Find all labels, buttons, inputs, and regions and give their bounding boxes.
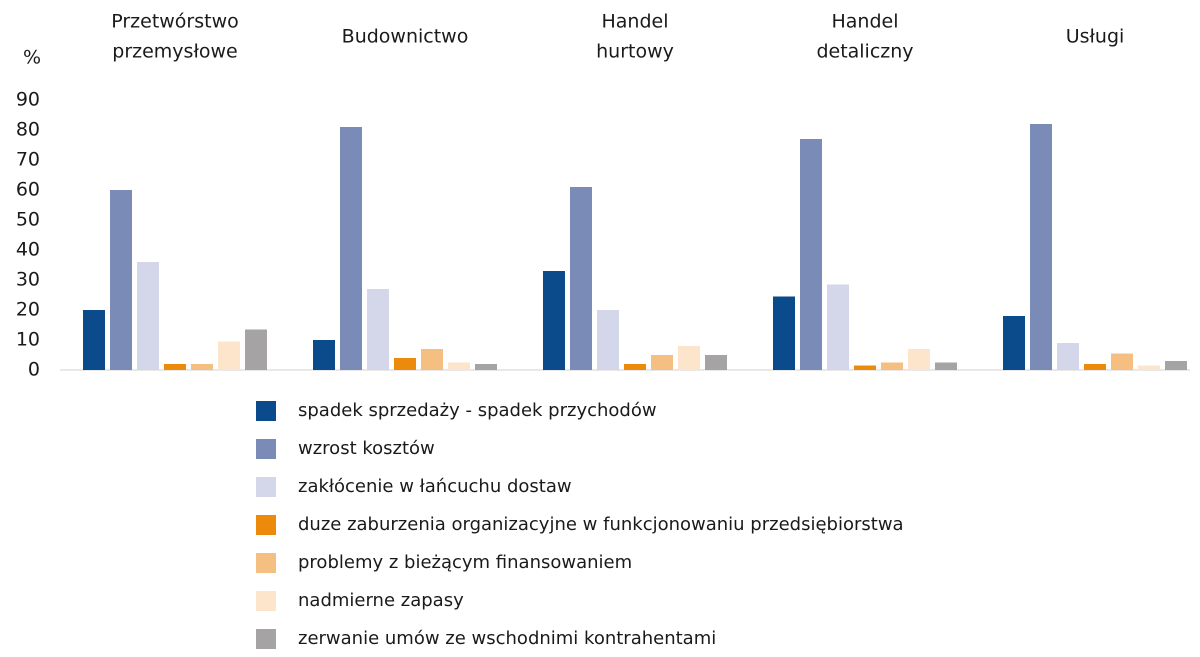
- bar: [624, 364, 646, 370]
- bar: [1030, 124, 1052, 370]
- bar: [218, 341, 240, 370]
- category-label: Usługi: [1066, 26, 1125, 48]
- bar: [367, 289, 389, 370]
- bar: [1003, 316, 1025, 370]
- y-tick-label: 30: [16, 269, 40, 291]
- y-tick-label: 40: [16, 239, 40, 261]
- category-label: przemysłowe: [112, 41, 237, 63]
- bar: [137, 262, 159, 370]
- legend-label: zerwanie umów ze wschodnimi kontrahentam…: [298, 628, 716, 649]
- y-tick-label: 90: [16, 89, 40, 111]
- category-label: hurtowy: [596, 41, 674, 63]
- bar: [394, 358, 416, 370]
- bar: [191, 364, 213, 370]
- legend-swatch: [256, 515, 276, 535]
- category-label: Handel: [601, 11, 668, 33]
- legend-label: problemy z bieżącym finansowaniem: [298, 552, 632, 573]
- bar: [854, 365, 876, 370]
- bar: [110, 190, 132, 370]
- legend-label: wzrost kosztów: [298, 438, 435, 459]
- bar: [313, 340, 335, 370]
- bar: [421, 349, 443, 370]
- bar: [1084, 364, 1106, 370]
- category-label: Handel: [831, 11, 898, 33]
- bar: [543, 271, 565, 370]
- legend-label: zakłócenie w łańcuchu dostaw: [298, 476, 572, 497]
- category-label: detaliczny: [816, 41, 913, 63]
- bar: [1138, 365, 1160, 370]
- legend-label: nadmierne zapasy: [298, 590, 464, 611]
- bar: [83, 310, 105, 370]
- bar: [827, 284, 849, 370]
- bar: [1165, 361, 1187, 370]
- bar: [881, 362, 903, 370]
- legend-swatch: [256, 401, 276, 421]
- bar: [475, 364, 497, 370]
- bar: [597, 310, 619, 370]
- legend-swatch: [256, 439, 276, 459]
- bar: [164, 364, 186, 370]
- legend-swatch: [256, 477, 276, 497]
- y-tick-label: 60: [16, 179, 40, 201]
- bar: [448, 362, 470, 370]
- legend-label: spadek sprzedaży - spadek przychodów: [298, 400, 657, 421]
- bar: [908, 349, 930, 370]
- bar: [570, 187, 592, 370]
- y-tick-label: 10: [16, 329, 40, 351]
- y-tick-label: 50: [16, 209, 40, 231]
- y-axis-label: %: [23, 47, 41, 69]
- bar: [245, 329, 267, 370]
- bar: [651, 355, 673, 370]
- bar: [935, 362, 957, 370]
- y-tick-label: 80: [16, 119, 40, 141]
- bar: [678, 346, 700, 370]
- legend-swatch: [256, 591, 276, 611]
- y-tick-label: 70: [16, 149, 40, 171]
- y-tick-label: 0: [28, 359, 40, 381]
- bar: [705, 355, 727, 370]
- category-label: Budownictwo: [342, 26, 469, 48]
- bar: [773, 296, 795, 370]
- bar: [1111, 353, 1133, 370]
- legend-label: duze zaburzenia organizacyjne w funkcjon…: [298, 514, 904, 535]
- y-tick-label: 20: [16, 299, 40, 321]
- bar: [340, 127, 362, 370]
- category-label: Przetwórstwo: [111, 11, 239, 33]
- bar: [1057, 343, 1079, 370]
- legend-swatch: [256, 629, 276, 649]
- legend-swatch: [256, 553, 276, 573]
- bar: [800, 139, 822, 370]
